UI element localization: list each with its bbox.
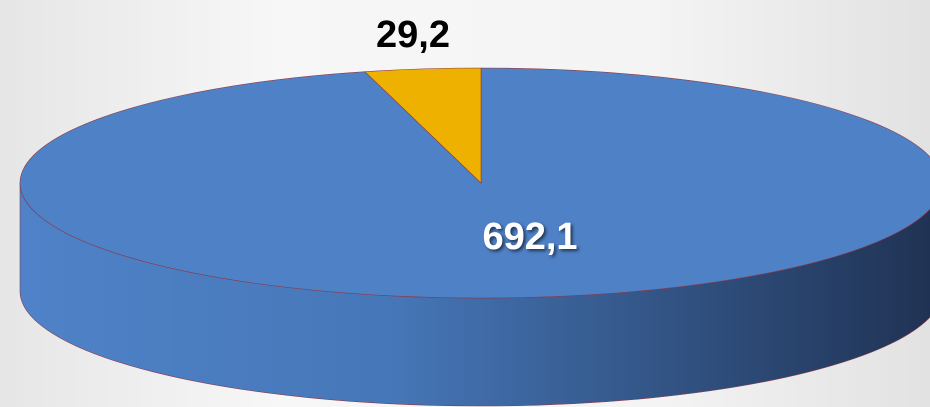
data-label: 29,2: [376, 14, 450, 56]
slice: [19, 67, 930, 299]
slice: [364, 67, 482, 184]
data-label: 692,1: [482, 216, 577, 258]
